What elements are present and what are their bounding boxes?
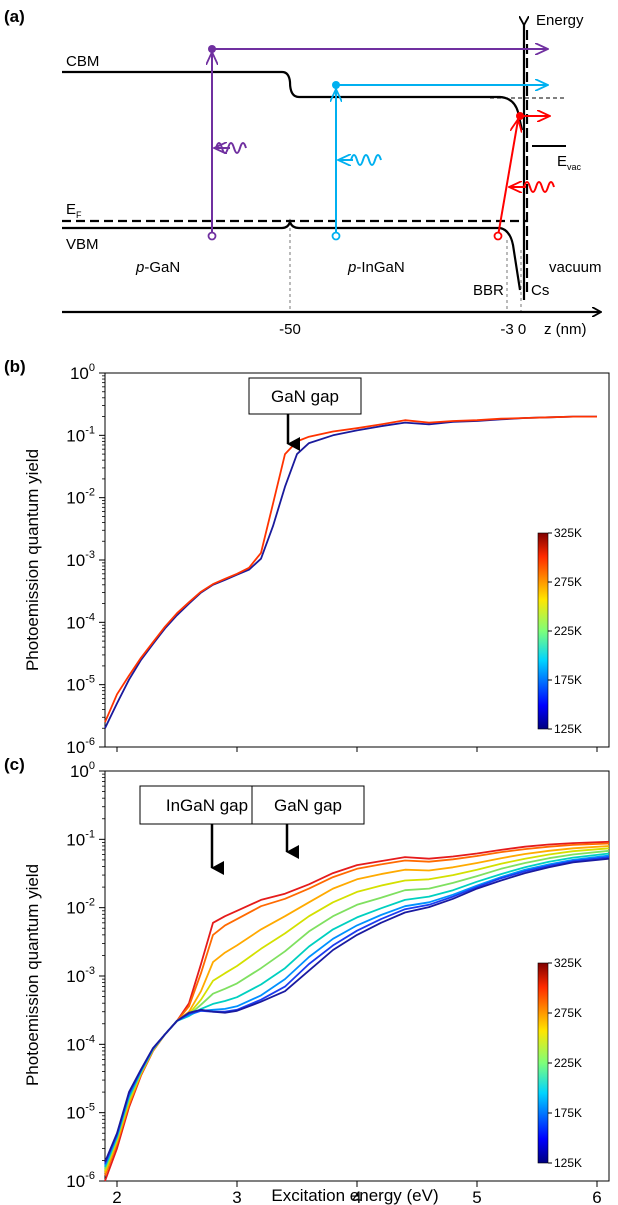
y-tick-label: 10-3: [66, 549, 95, 570]
purple-hole-icon: [207, 231, 217, 241]
y-tick-label: 10-6: [66, 1170, 95, 1191]
colorbar-tick-label: 125K: [554, 1156, 582, 1170]
y-tick-label: 10-2: [66, 487, 95, 508]
energy-label: Energy: [536, 12, 584, 29]
evac-label: Evac: [557, 153, 582, 172]
z-tick-0: 0: [518, 321, 526, 338]
plot-c-colorbar: [537, 962, 549, 1164]
plot-c-colorbar-ticks: 325K 275K 225K 175K 125K: [548, 956, 582, 1170]
panel-b: (b) 100 10-1 10-2 10-3 10-4 10-5 10-6 Photoemi…: [4, 357, 610, 757]
x-tick-label: 3: [232, 1188, 241, 1205]
gan-gap-annotation-c: GaN gap: [274, 796, 342, 815]
series-125K: [104, 415, 597, 729]
y-tick-label: 10-5: [66, 674, 95, 695]
y-tick-label: 10-4: [66, 1033, 95, 1054]
plot-c-x-axis: 2 3 4 5 6: [112, 1181, 602, 1205]
z-tick-m50: -50: [279, 321, 301, 338]
bbr-label: BBR: [473, 282, 504, 299]
plot-c-y-axis-label: Photoemission quantum yield: [23, 864, 42, 1086]
colorbar-tick-label: 125K: [554, 722, 582, 736]
y-tick-label: 10-4: [66, 611, 95, 632]
panel-a-label: (a): [4, 7, 25, 26]
plot-b-series: [104, 415, 597, 729]
plot-b-colorbar-ticks: 325K 275K 225K 175K 125K: [548, 526, 582, 736]
series-325K: [104, 415, 597, 723]
panel-b-label: (b): [4, 357, 26, 376]
red-photon-wave-icon: [523, 181, 555, 193]
panel-c-label: (c): [4, 755, 25, 774]
colorbar-tick-label: 325K: [554, 956, 582, 970]
y-tick-label: 100: [70, 362, 95, 383]
cyan-photon-wave-icon: [350, 154, 382, 166]
plot-c-series: [104, 840, 610, 1182]
series-300K: [104, 842, 610, 1176]
colorbar-tick-label: 175K: [554, 1106, 582, 1120]
y-tick-label: 10-5: [66, 1102, 95, 1123]
series-275K: [104, 845, 610, 1174]
gan-gap-annotation-box-c: [251, 785, 365, 825]
colorbar-tick-label: 275K: [554, 1006, 582, 1020]
p-gan-label: p-GaN: [135, 259, 180, 276]
y-tick-label: 100: [70, 760, 95, 781]
cbm-label: CBM: [66, 53, 99, 70]
plot-b-y-axis-label: Photoemission quantum yield: [23, 449, 42, 671]
plot-c-y-axis: 100 10-1 10-2 10-3 10-4 10-5 10-6: [66, 760, 105, 1191]
colorbar-tick-label: 225K: [554, 1056, 582, 1070]
series-150K: [104, 856, 610, 1164]
cbm-line: [62, 70, 524, 131]
panel-a: (a) Energy: [4, 7, 602, 338]
cyan-hole-icon: [331, 231, 341, 241]
y-tick-label: 10-2: [66, 897, 95, 918]
gan-gap-annotation: GaN gap: [271, 387, 339, 406]
plot-b-colorbar: [537, 532, 549, 730]
colorbar-tick-label: 225K: [554, 624, 582, 638]
red-hole-icon: [493, 231, 503, 241]
series-175K: [104, 854, 610, 1166]
series-125K: [104, 857, 610, 1163]
vacuum-label: vacuum: [549, 259, 602, 276]
vbm-line: [62, 218, 522, 291]
y-tick-label: 10-1: [66, 424, 95, 445]
fermi-label: EF: [66, 201, 82, 220]
y-tick-label: 10-6: [66, 736, 95, 757]
gan-gap-annotation-box: [248, 377, 362, 415]
colorbar-tick-label: 275K: [554, 575, 582, 589]
series-250K: [104, 847, 610, 1172]
p-ingan-label: p-InGaN: [347, 259, 405, 276]
cs-label: Cs: [531, 282, 549, 299]
ingan-gap-annotation: InGaN gap: [166, 796, 248, 815]
colorbar-tick-label: 325K: [554, 526, 582, 540]
series-200K: [104, 852, 610, 1168]
vbm-label: VBM: [66, 236, 99, 253]
z-tick-m3: -3: [500, 321, 513, 338]
plot-c-frame: [104, 770, 610, 1182]
y-tick-label: 10-3: [66, 965, 95, 986]
series-225K: [104, 849, 610, 1170]
plot-b-y-axis: 100 10-1 10-2 10-3 10-4 10-5 10-6: [66, 362, 598, 757]
panel-c: (c) 100 10-1 10-2 10-3 10-4 10-5 10-6 2 3 4 5 6 Ph…: [4, 755, 610, 1205]
x-tick-label: 2: [112, 1188, 121, 1205]
colorbar-tick-label: 175K: [554, 673, 582, 687]
x-tick-label: 6: [592, 1188, 601, 1205]
red-excitation-arrow: [497, 120, 518, 237]
y-tick-label: 10-1: [66, 828, 95, 849]
x-tick-label: 4: [352, 1188, 361, 1205]
plot-c-x-axis-label: Excitation energy (eV): [271, 1186, 438, 1205]
z-axis-label: z (nm): [544, 321, 587, 338]
x-tick-label: 5: [472, 1188, 481, 1205]
